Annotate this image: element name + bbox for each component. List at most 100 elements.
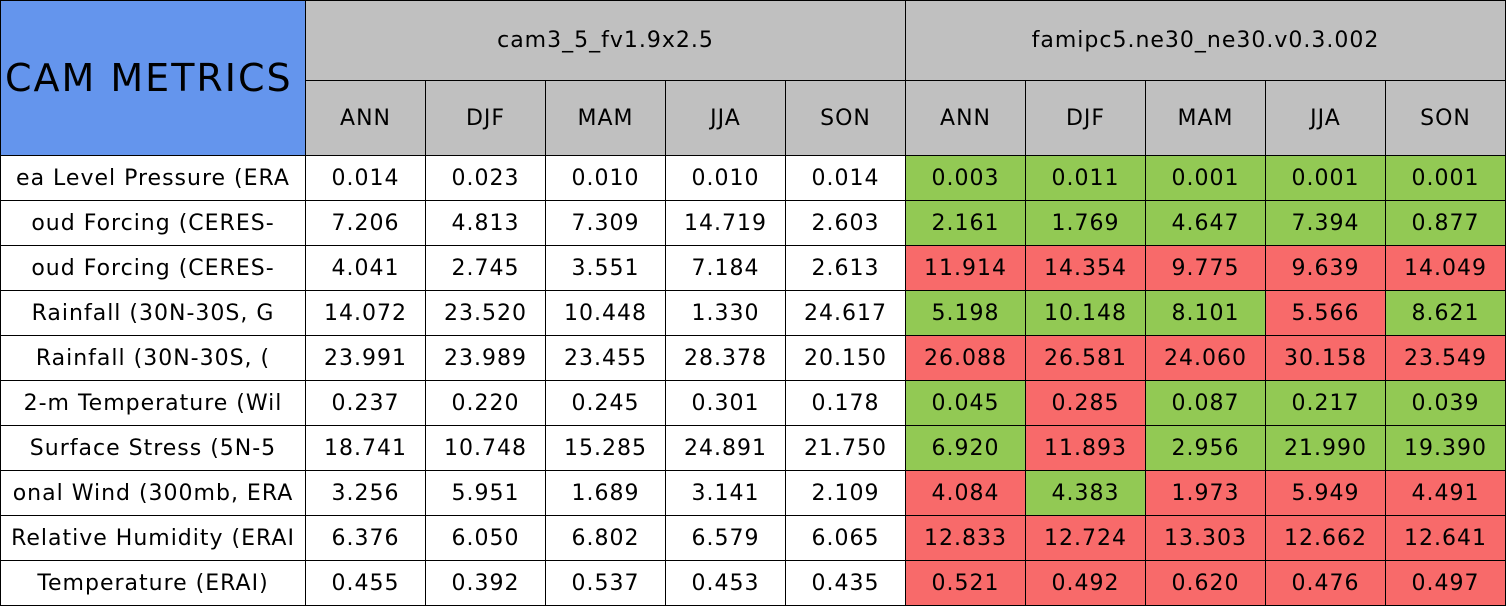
value-cell: 24.617	[785, 290, 906, 336]
value-cell: 4.491	[1385, 470, 1506, 516]
value-cell: 6.802	[545, 515, 666, 561]
value-cell: 10.748	[425, 425, 546, 471]
row-label: Surface Stress (5N-5	[0, 425, 306, 471]
value-cell: 0.011	[1025, 155, 1146, 201]
value-cell: 0.001	[1145, 155, 1266, 201]
value-cell: 7.309	[545, 200, 666, 246]
value-cell: 3.141	[665, 470, 786, 516]
row-label: oud Forcing (CERES-	[0, 245, 306, 291]
value-cell: 4.813	[425, 200, 546, 246]
value-cell: 12.662	[1265, 515, 1386, 561]
value-cell: 3.256	[305, 470, 426, 516]
value-cell: 7.394	[1265, 200, 1386, 246]
value-cell: 0.521	[905, 560, 1026, 606]
season-header: SON	[1385, 80, 1506, 156]
value-cell: 21.990	[1265, 425, 1386, 471]
value-cell: 6.376	[305, 515, 426, 561]
value-cell: 12.641	[1385, 515, 1506, 561]
value-cell: 5.198	[905, 290, 1026, 336]
value-cell: 0.620	[1145, 560, 1266, 606]
value-cell: 0.178	[785, 380, 906, 426]
value-cell: 0.497	[1385, 560, 1506, 606]
value-cell: 23.455	[545, 335, 666, 381]
value-cell: 7.206	[305, 200, 426, 246]
row-label: onal Wind (300mb, ERA	[0, 470, 306, 516]
season-header: DJF	[1025, 80, 1146, 156]
value-cell: 0.217	[1265, 380, 1386, 426]
value-cell: 1.769	[1025, 200, 1146, 246]
value-cell: 10.148	[1025, 290, 1146, 336]
value-cell: 0.001	[1385, 155, 1506, 201]
season-header: JJA	[665, 80, 786, 156]
value-cell: 0.039	[1385, 380, 1506, 426]
value-cell: 1.973	[1145, 470, 1266, 516]
value-cell: 10.448	[545, 290, 666, 336]
value-cell: 2.161	[905, 200, 1026, 246]
title-cell: CAM METRICS	[0, 0, 306, 156]
value-cell: 0.453	[665, 560, 786, 606]
season-header: MAM	[545, 80, 666, 156]
value-cell: 20.150	[785, 335, 906, 381]
season-header: ANN	[905, 80, 1026, 156]
value-cell: 7.184	[665, 245, 786, 291]
value-cell: 4.084	[905, 470, 1026, 516]
value-cell: 0.010	[545, 155, 666, 201]
value-cell: 1.689	[545, 470, 666, 516]
value-cell: 11.893	[1025, 425, 1146, 471]
value-cell: 2.613	[785, 245, 906, 291]
value-cell: 2.956	[1145, 425, 1266, 471]
row-label: Temperature (ERAI)	[0, 560, 306, 606]
value-cell: 0.014	[785, 155, 906, 201]
value-cell: 0.537	[545, 560, 666, 606]
value-cell: 0.010	[665, 155, 786, 201]
value-cell: 24.891	[665, 425, 786, 471]
season-header: DJF	[425, 80, 546, 156]
value-cell: 0.220	[425, 380, 546, 426]
row-label: Rainfall (30N-30S, G	[0, 290, 306, 336]
value-cell: 14.072	[305, 290, 426, 336]
value-cell: 4.041	[305, 245, 426, 291]
value-cell: 11.914	[905, 245, 1026, 291]
row-label: Rainfall (30N-30S, (	[0, 335, 306, 381]
value-cell: 23.989	[425, 335, 546, 381]
value-cell: 28.378	[665, 335, 786, 381]
value-cell: 6.920	[905, 425, 1026, 471]
value-cell: 5.951	[425, 470, 546, 516]
value-cell: 5.566	[1265, 290, 1386, 336]
value-cell: 0.476	[1265, 560, 1386, 606]
value-cell: 14.354	[1025, 245, 1146, 291]
value-cell: 0.003	[905, 155, 1026, 201]
value-cell: 4.383	[1025, 470, 1146, 516]
value-cell: 24.060	[1145, 335, 1266, 381]
row-label: oud Forcing (CERES-	[0, 200, 306, 246]
value-cell: 23.991	[305, 335, 426, 381]
value-cell: 8.101	[1145, 290, 1266, 336]
row-label: 2-m Temperature (Wil	[0, 380, 306, 426]
value-cell: 0.392	[425, 560, 546, 606]
value-cell: 4.647	[1145, 200, 1266, 246]
value-cell: 15.285	[545, 425, 666, 471]
value-cell: 0.014	[305, 155, 426, 201]
season-header: JJA	[1265, 80, 1386, 156]
value-cell: 0.237	[305, 380, 426, 426]
value-cell: 26.581	[1025, 335, 1146, 381]
value-cell: 0.492	[1025, 560, 1146, 606]
value-cell: 12.833	[905, 515, 1026, 561]
season-header: MAM	[1145, 80, 1266, 156]
value-cell: 0.045	[905, 380, 1026, 426]
value-cell: 0.877	[1385, 200, 1506, 246]
value-cell: 14.049	[1385, 245, 1506, 291]
row-label: Relative Humidity (ERAI	[0, 515, 306, 561]
value-cell: 30.158	[1265, 335, 1386, 381]
value-cell: 12.724	[1025, 515, 1146, 561]
model-header: famipc5.ne30_ne30.v0.3.002	[905, 0, 1506, 81]
value-cell: 0.455	[305, 560, 426, 606]
value-cell: 2.745	[425, 245, 546, 291]
value-cell: 14.719	[665, 200, 786, 246]
row-label: ea Level Pressure (ERA	[0, 155, 306, 201]
value-cell: 0.001	[1265, 155, 1386, 201]
value-cell: 0.023	[425, 155, 546, 201]
value-cell: 0.301	[665, 380, 786, 426]
season-header: SON	[785, 80, 906, 156]
